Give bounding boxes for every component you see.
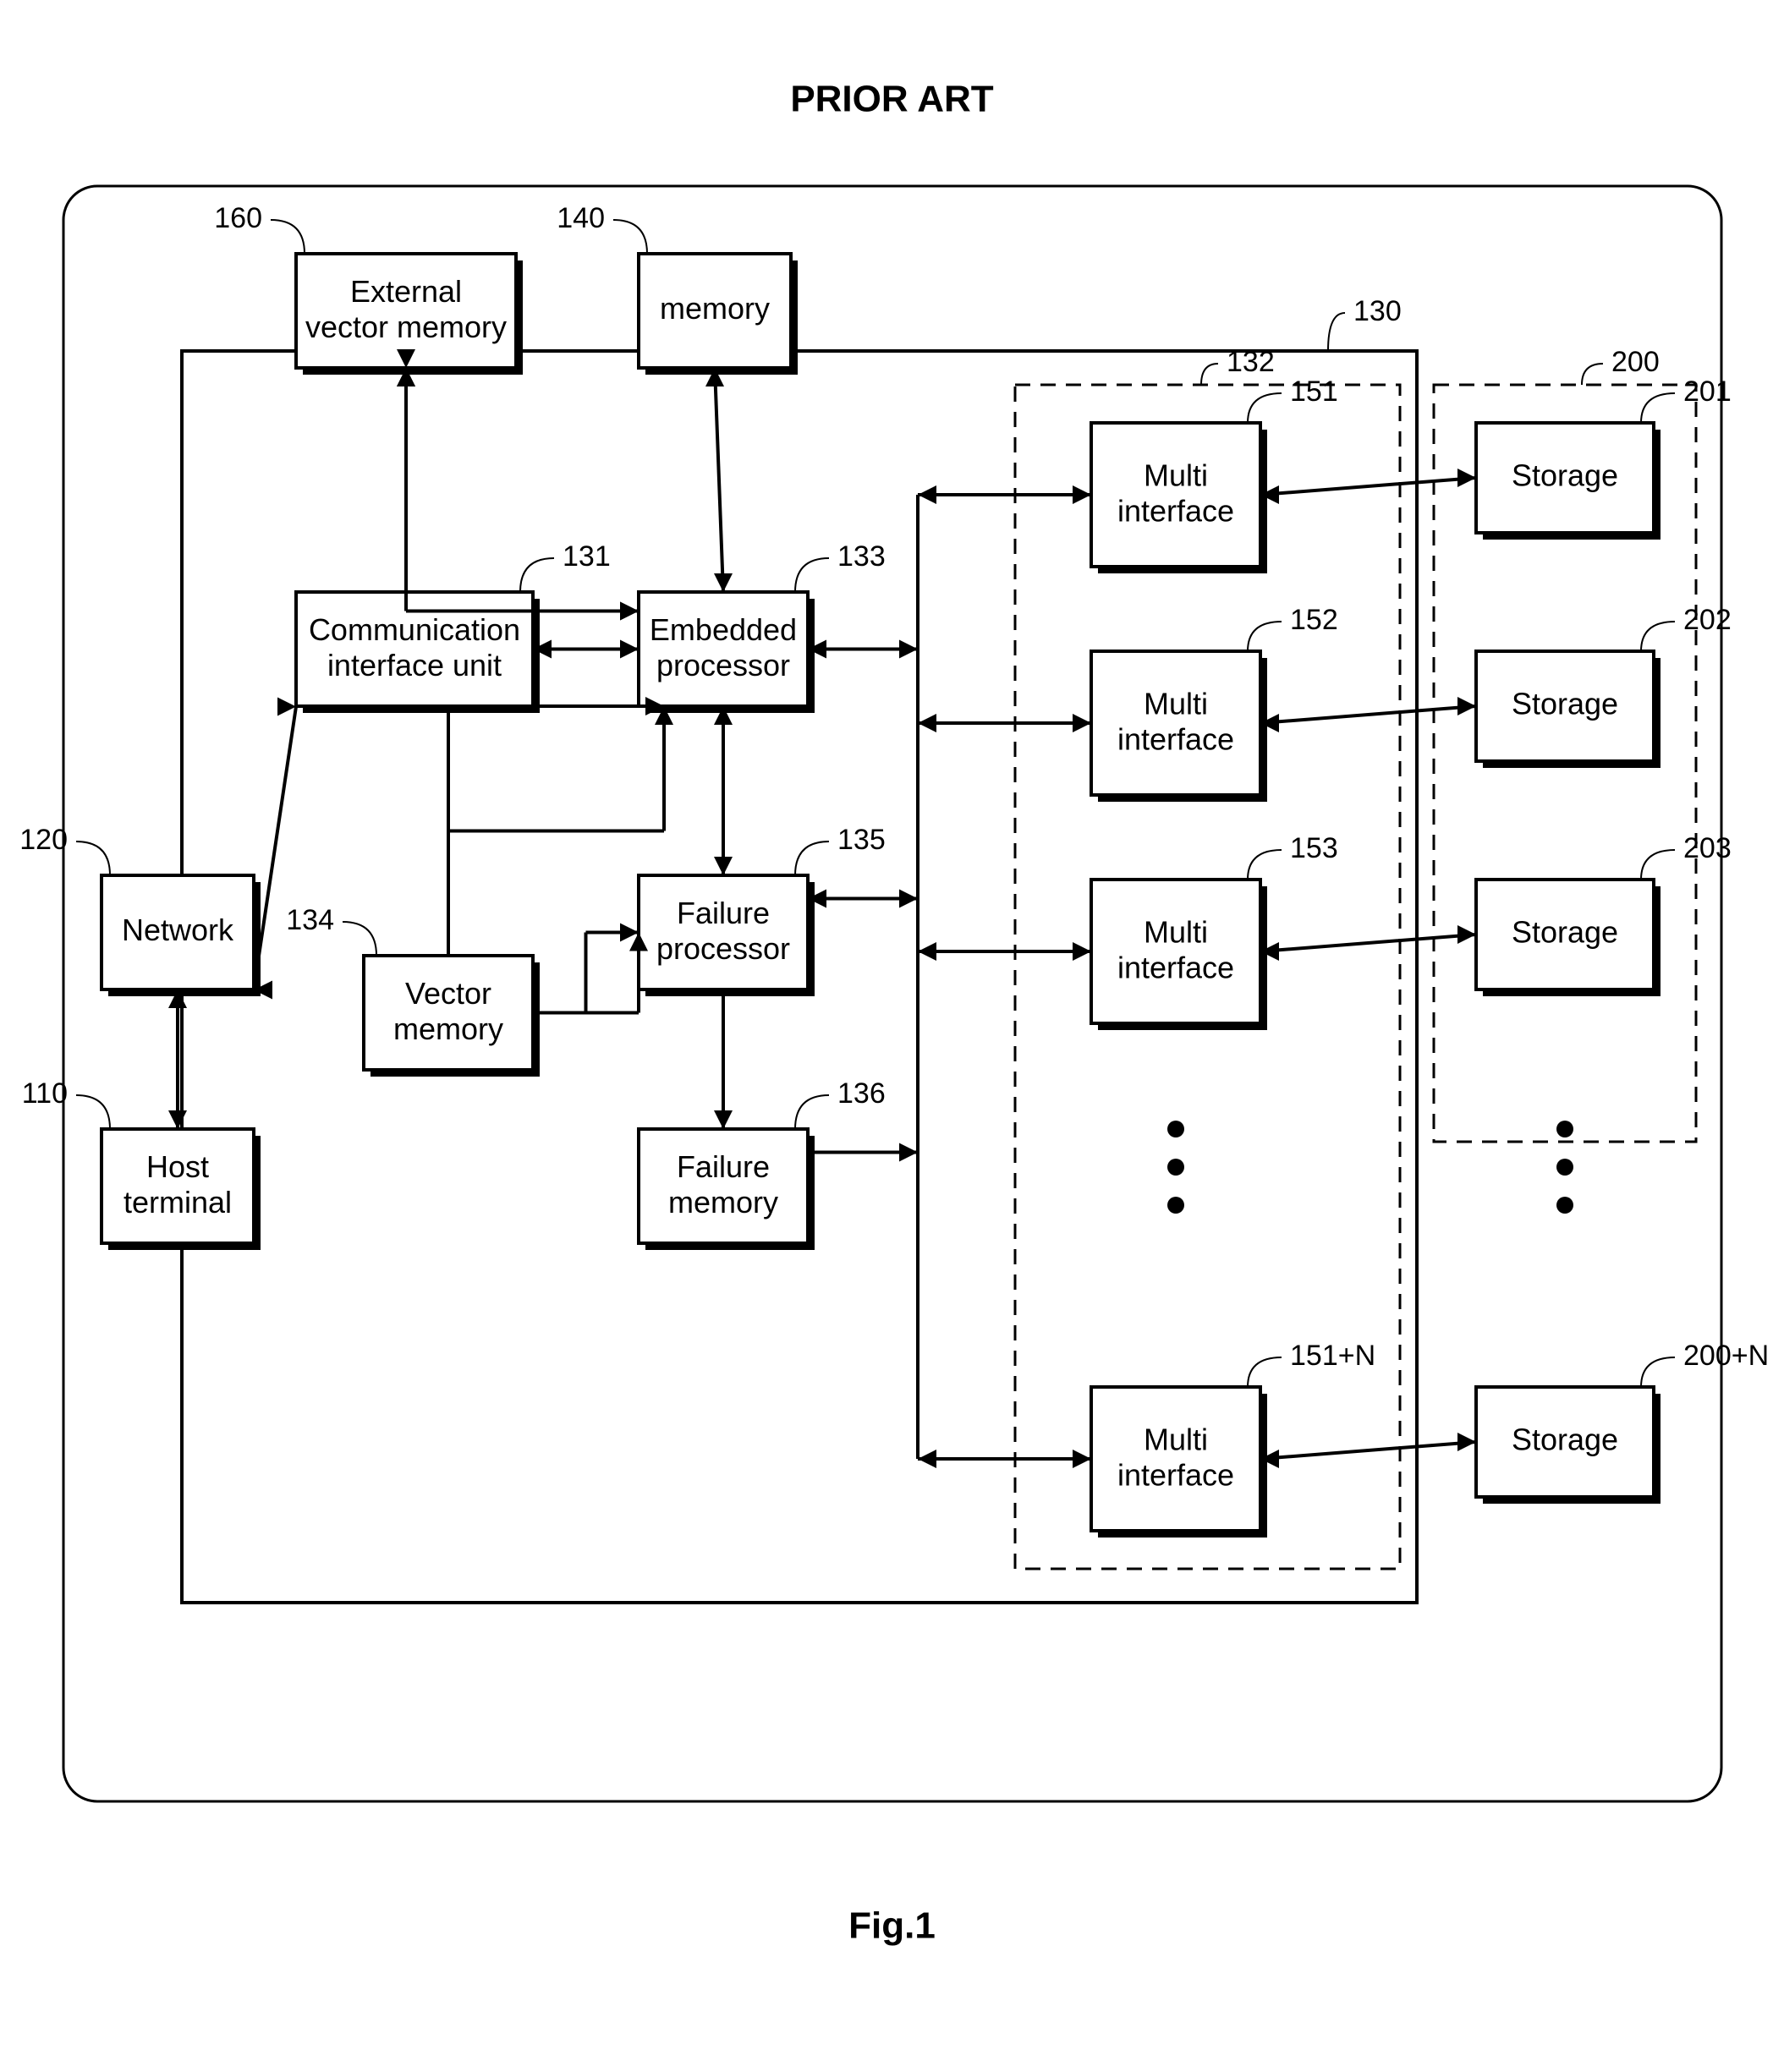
- svg-text:203: 203: [1683, 832, 1732, 864]
- svg-text:132: 132: [1227, 346, 1275, 378]
- svg-text:151+N: 151+N: [1290, 1340, 1375, 1372]
- svg-text:Multi: Multi: [1144, 915, 1208, 950]
- svg-text:memory: memory: [393, 1011, 503, 1046]
- svg-text:processor: processor: [656, 648, 790, 682]
- svg-text:Storage: Storage: [1512, 458, 1618, 493]
- svg-text:202: 202: [1683, 604, 1732, 636]
- svg-text:interface: interface: [1117, 494, 1234, 529]
- svg-text:Vector: Vector: [405, 976, 491, 1011]
- svg-text:140: 140: [557, 202, 605, 234]
- svg-text:processor: processor: [656, 931, 790, 966]
- svg-text:Storage: Storage: [1512, 687, 1618, 721]
- svg-text:interface: interface: [1117, 722, 1234, 757]
- svg-text:memory: memory: [668, 1185, 778, 1220]
- svg-text:200+N: 200+N: [1683, 1340, 1769, 1372]
- svg-text:Fig.1: Fig.1: [848, 1905, 936, 1947]
- svg-text:Host: Host: [146, 1149, 209, 1184]
- svg-text:152: 152: [1290, 604, 1338, 636]
- svg-text:Communication: Communication: [309, 612, 520, 647]
- svg-text:Storage: Storage: [1512, 1422, 1618, 1457]
- svg-text:200: 200: [1611, 346, 1660, 378]
- svg-text:External: External: [350, 274, 462, 309]
- svg-text:110: 110: [22, 1077, 68, 1110]
- svg-text:Failure: Failure: [677, 896, 770, 930]
- svg-text:Multi: Multi: [1144, 458, 1208, 493]
- svg-text:interface: interface: [1117, 1458, 1234, 1493]
- svg-text:151: 151: [1290, 375, 1338, 408]
- svg-text:Failure: Failure: [677, 1149, 770, 1184]
- svg-text:interface: interface: [1117, 951, 1234, 985]
- svg-text:120: 120: [19, 824, 68, 856]
- svg-text:136: 136: [837, 1077, 886, 1110]
- svg-text:201: 201: [1683, 375, 1732, 408]
- svg-text:130: 130: [1353, 295, 1402, 327]
- svg-text:memory: memory: [660, 291, 770, 326]
- svg-text:134: 134: [286, 904, 334, 936]
- svg-text:Embedded: Embedded: [650, 612, 797, 647]
- svg-text:PRIOR ART: PRIOR ART: [790, 79, 993, 120]
- svg-text:Multi: Multi: [1144, 1422, 1208, 1457]
- svg-text:Multi: Multi: [1144, 687, 1208, 721]
- svg-text:131: 131: [563, 540, 611, 573]
- svg-text:133: 133: [837, 540, 886, 573]
- svg-text:vector memory: vector memory: [305, 310, 507, 344]
- svg-text:Storage: Storage: [1512, 915, 1618, 950]
- svg-text:135: 135: [837, 824, 886, 856]
- svg-text:160: 160: [214, 202, 262, 234]
- svg-text:terminal: terminal: [124, 1185, 232, 1220]
- svg-text:interface unit: interface unit: [327, 648, 502, 682]
- svg-text:153: 153: [1290, 832, 1338, 864]
- svg-text:Network: Network: [122, 913, 234, 947]
